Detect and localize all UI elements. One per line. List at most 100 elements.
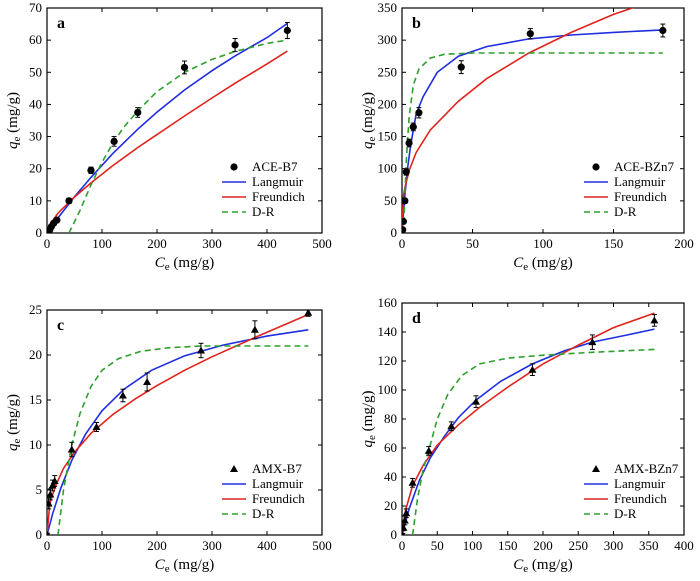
x-axis-label: Ce (mg/g) [513, 255, 572, 273]
data-point [405, 139, 413, 147]
data-point [65, 197, 73, 205]
y-tick-label: 10 [29, 193, 42, 208]
chart-panel-c: 0 100 200 300 400 500 0 5 10 15 20 25 Ce (mg/g) qe (m… [5, 302, 332, 575]
y-tick-label: 140 [378, 324, 398, 339]
plot-frame [46, 309, 323, 536]
y-tick-label: 50 [29, 64, 42, 79]
y-tick-label: 160 [378, 295, 398, 310]
series-line-d-r [411, 348, 655, 535]
y-tick-label: 50 [384, 193, 397, 208]
y-tick-label: 60 [384, 440, 397, 455]
x-tick-label: 400 [257, 538, 277, 553]
legend-label: Langmuir [252, 174, 304, 189]
y-tick-label: 100 [378, 161, 398, 176]
y-tick-label: 60 [29, 32, 42, 47]
x-tick-label: 500 [312, 236, 332, 251]
y-tick-label: 250 [378, 64, 398, 79]
legend-label: D-R [614, 506, 637, 521]
y-axis-label: qe (mg/g) [5, 394, 23, 451]
y-tick-label: 100 [378, 382, 398, 397]
chart-panel-b: 0 50 100 150 200 0 50 100 150 200 250 300 350 Ce (mg/… [360, 0, 694, 273]
y-axis-label: qe (mg/g) [360, 391, 378, 448]
x-tick-label: 200 [674, 236, 694, 251]
data-point [402, 226, 407, 233]
y-tick-label: 25 [29, 302, 42, 317]
data-point [231, 41, 239, 49]
legend-label: Freundich [614, 189, 667, 204]
y-tick-label: 0 [391, 527, 398, 542]
series-line-freundich [47, 50, 288, 233]
x-tick-label: 0 [44, 538, 51, 553]
plot-area [402, 8, 667, 233]
chart-panel-a: 0 100 200 300 400 500 0 10 20 30 40 50 60 70 Ce (mg/g)… [5, 0, 332, 273]
x-tick-label: 400 [257, 236, 277, 251]
x-tick-label: 500 [312, 538, 332, 553]
y-tick-label: 0 [36, 527, 43, 542]
x-tick-label: 100 [533, 236, 553, 251]
y-tick-label: 0 [36, 225, 43, 240]
data-point [402, 168, 410, 176]
data-point [87, 166, 95, 174]
y-tick-label: 10 [29, 437, 42, 452]
data-point [402, 197, 409, 205]
data-point [283, 26, 291, 35]
y-tick-label: 150 [378, 129, 398, 144]
x-tick-label: 100 [92, 538, 112, 553]
data-point [134, 108, 142, 117]
panel-letter: a [57, 15, 65, 32]
y-tick-label: 30 [29, 129, 42, 144]
legend-label: AMX-B7 [252, 461, 302, 476]
y-tick-label: 40 [384, 469, 397, 484]
data-point [588, 338, 597, 346]
y-axis-label: qe (mg/g) [360, 92, 378, 149]
y-tick-label: 350 [378, 0, 398, 15]
y-tick-label: 15 [29, 392, 42, 407]
x-tick-label: 0 [399, 538, 406, 553]
x-tick-label: 150 [498, 538, 518, 553]
x-tick-label: 200 [147, 538, 167, 553]
data-point [402, 516, 409, 524]
data-point [50, 477, 59, 484]
data-point [110, 137, 118, 145]
y-tick-label: 40 [29, 96, 42, 111]
chart-panel-d: 0 50 100 150 200 250 300 350 400 0 20 40 60 80 100 120 1… [360, 295, 694, 575]
x-tick-label: 250 [569, 538, 589, 553]
legend-label: Langmuir [252, 476, 304, 491]
x-tick-label: 50 [466, 236, 479, 251]
legend-label: D-R [614, 204, 637, 219]
data-point [402, 531, 405, 535]
data-point [47, 499, 53, 507]
legend-marker [230, 465, 238, 472]
data-point [402, 523, 408, 531]
legend-label: Freundich [252, 189, 305, 204]
data-point [472, 397, 481, 405]
y-tick-label: 5 [36, 482, 43, 497]
data-point [118, 391, 127, 399]
data-point [408, 478, 417, 486]
y-tick-label: 120 [378, 353, 398, 368]
x-tick-label: 100 [463, 538, 483, 553]
legend-label: Freundich [614, 491, 667, 506]
data-point [47, 531, 50, 535]
x-tick-label: 100 [92, 236, 112, 251]
panel-letter: d [412, 310, 421, 327]
x-tick-label: 400 [674, 538, 694, 553]
plot-area [47, 21, 291, 233]
plot-area [47, 310, 313, 535]
legend-label: Freundich [252, 491, 305, 506]
data-point [457, 63, 465, 71]
data-point [92, 423, 101, 430]
legend-marker [592, 465, 600, 472]
legend-label: Langmuir [614, 476, 666, 491]
data-point [67, 445, 76, 453]
x-tick-label: 350 [639, 538, 659, 553]
legend-label: ACE-B7 [252, 159, 298, 174]
data-point [447, 422, 456, 430]
data-point [47, 490, 55, 498]
x-tick-label: 200 [533, 538, 553, 553]
x-tick-label: 0 [399, 236, 406, 251]
legend-label: Langmuir [614, 174, 666, 189]
x-tick-label: 0 [44, 236, 51, 251]
